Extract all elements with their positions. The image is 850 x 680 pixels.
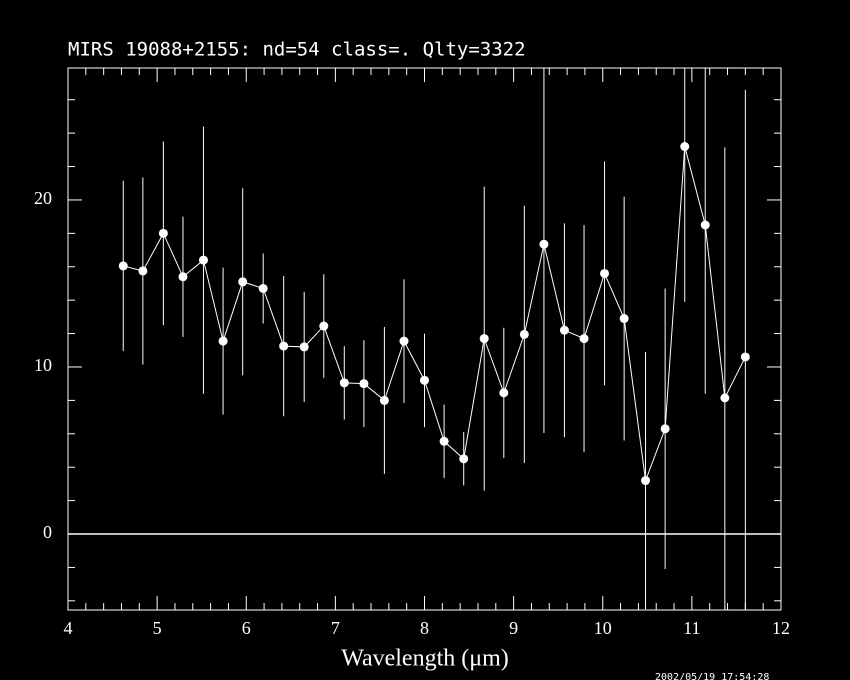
data-point [238,277,248,287]
data-point [559,325,569,335]
data-point [680,142,690,152]
data-point [579,334,589,344]
data-point [499,388,509,398]
data-point [299,342,309,352]
y-tick-label: 10 [34,355,52,375]
data-point [339,378,349,388]
timestamp: 2002/05/19 17:54:28 [655,672,769,680]
x-tick-label: 7 [331,618,340,638]
y-tick-label: 20 [34,188,52,208]
data-point [600,268,610,278]
data-point [399,336,409,346]
data-point [258,283,268,293]
data-point [138,266,148,276]
data-point [359,379,369,389]
data-point [700,220,710,230]
data-point [158,228,168,238]
data-point [379,395,389,405]
x-tick-label: 5 [153,618,162,638]
data-point [619,314,629,324]
data-point [218,336,228,346]
plot-area [118,68,750,610]
data-point [720,393,730,403]
chart-title: MIRS 19088+2155: nd=54 class=. Qlty=3322 [68,39,526,61]
data-point [641,476,651,486]
data-line [123,146,746,481]
data-point [459,454,469,464]
x-tick-label: 10 [594,618,612,638]
data-point [660,424,670,434]
data-point [198,255,208,265]
data-point [279,341,289,351]
x-tick-label: 9 [509,618,518,638]
data-point [479,334,489,344]
y-tick-label: 0 [43,522,52,542]
data-point [319,321,329,331]
x-tick-label: 4 [64,618,73,638]
data-point [439,436,449,446]
data-point [420,375,429,385]
x-tick-label: 11 [683,618,700,638]
data-point [118,261,128,271]
x-tick-label: 8 [420,618,429,638]
data-point [178,272,188,282]
x-tick-label: 6 [242,618,251,638]
data-point [740,352,750,362]
x-axis-label: Wavelength (μm) [341,646,509,672]
x-tick-label: 12 [772,618,790,638]
data-point [539,239,549,249]
data-point [519,329,529,339]
